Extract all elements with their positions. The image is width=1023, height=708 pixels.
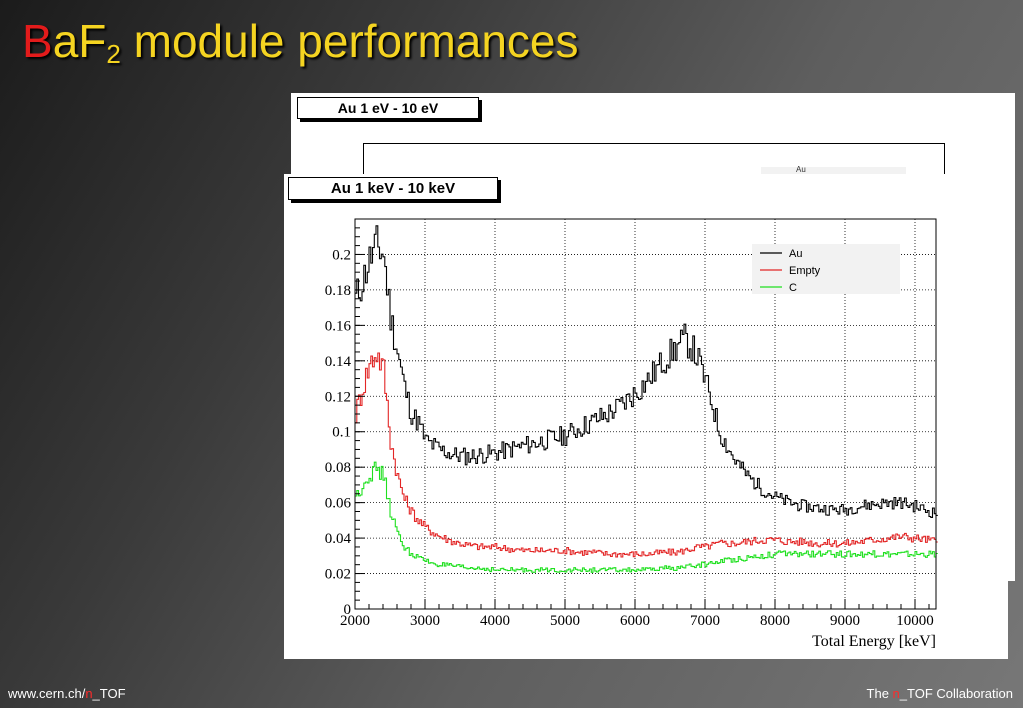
title-first-letter: B xyxy=(22,15,53,67)
y-tick-label-6: 0.12 xyxy=(325,389,351,405)
x-tick-label-1: 3000 xyxy=(410,613,440,629)
background-chart-label: Au 1 eV - 10 eV xyxy=(297,97,479,119)
y-tick-label-2: 0.04 xyxy=(325,531,352,547)
series-line-c xyxy=(355,461,938,573)
x-tick-label-7: 9000 xyxy=(830,613,860,629)
y-tick-label-1: 0.02 xyxy=(325,567,351,583)
main-chart-panel: 2000 3000 4000 5000 6000 7000 8000 9000 10000 0 0.… xyxy=(284,174,1008,659)
x-tick-label-5: 7000 xyxy=(690,613,720,629)
footer-url-part2: _TOF xyxy=(92,686,126,701)
x-tick-label-8: 10000 xyxy=(896,613,934,629)
main-chart-label: Au 1 keV - 10 keV xyxy=(288,177,498,200)
x-tick-label-4: 6000 xyxy=(620,613,650,629)
x-axis-title: Total Energy [keV] xyxy=(812,633,936,650)
legend-label-au: Au xyxy=(789,248,802,260)
x-tick-label-6: 8000 xyxy=(760,613,790,629)
footer-collab-n: n xyxy=(892,686,900,701)
y-tick-label-10: 0.2 xyxy=(332,247,351,263)
series-line-empty xyxy=(355,352,938,558)
x-tick-label-2: 4000 xyxy=(480,613,510,629)
footer-collab-part1: The xyxy=(866,686,893,701)
legend-label-empty: Empty xyxy=(789,265,821,277)
background-chart-legend-entry: Au xyxy=(796,165,806,174)
x-tick-label-0: 2000 xyxy=(340,613,370,629)
title-subscript: 2 xyxy=(106,39,121,69)
footer-collab-part2: _TOF Collaboration xyxy=(899,686,1013,701)
footer-collaboration: The n_TOF Collaboration xyxy=(867,686,1013,701)
title-text-end: module performances xyxy=(120,15,579,67)
main-chart-svg: 2000 3000 4000 5000 6000 7000 8000 9000 10000 0 0.… xyxy=(325,218,938,650)
y-tick-label-5: 0.1 xyxy=(332,425,351,441)
footer-url-n: n xyxy=(85,686,93,701)
slide-title: BaF2 module performances xyxy=(22,14,579,70)
y-tick-label-4: 0.08 xyxy=(325,460,351,476)
footer-url-part1: www.cern.ch/ xyxy=(8,686,86,701)
y-tick-label-0: 0 xyxy=(344,602,352,618)
background-chart-legend xyxy=(761,167,906,177)
title-text: aF xyxy=(52,15,107,67)
y-tick-label-7: 0.14 xyxy=(325,354,352,370)
x-tick-label-3: 5000 xyxy=(550,613,580,629)
legend-box xyxy=(752,244,900,294)
footer-url[interactable]: www.cern.ch/n_TOF xyxy=(8,686,126,701)
y-tick-label-8: 0.16 xyxy=(325,318,352,334)
legend-label-c: C xyxy=(789,282,797,294)
y-tick-label-3: 0.06 xyxy=(325,496,352,512)
series-line-au xyxy=(355,225,938,519)
y-tick-label-9: 0.18 xyxy=(325,283,351,299)
